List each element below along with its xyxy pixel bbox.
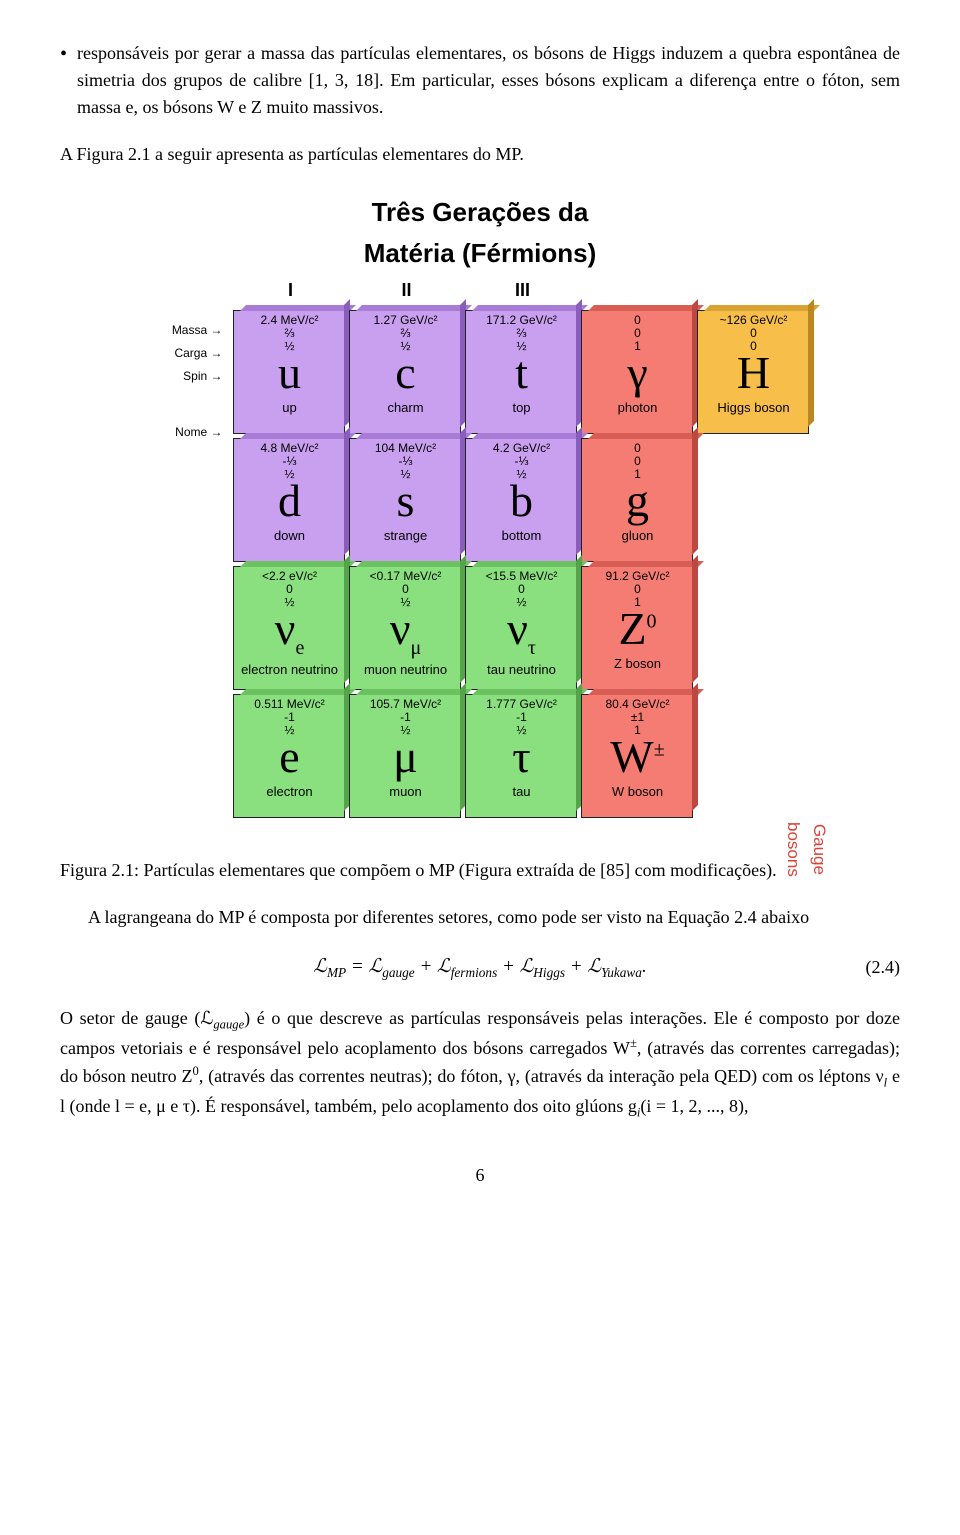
cell-symbol: μ [356,734,456,780]
figure-title-line1: Três Gerações da [60,193,900,232]
bullet-icon: • [60,40,67,121]
gauge-bosons-label: Gauge bosons [781,822,832,877]
cell-name: W boson [588,782,688,802]
cell-symbol: b [472,478,572,524]
equation-number: (2.4) [866,954,901,981]
cell-symbol: t [472,350,572,396]
cell-symbol: c [356,350,456,396]
gen-2: II [349,277,465,304]
particle-cell: 104 MeV/c²-⅓½sstrange [349,438,461,562]
particle-cell: 0.511 MeV/c²-1½eelectron [233,694,345,818]
particle-cell: 4.8 MeV/c²-⅓½ddown [233,438,345,562]
para4-f: (i = 1, 2, ..., 8), [640,1096,748,1116]
cell-symbol: ντ [472,606,572,658]
figure-caption: Figura 2.1: Partículas elementares que c… [60,857,900,884]
particle-grid: 2.4 MeV/c²⅔½uup1.27 GeV/c²⅔½ccharm171.2 … [233,310,813,822]
cell-symbol: s [356,478,456,524]
cell-symbol: e [240,734,340,780]
particle-cell: ~126 GeV/c²00HHiggs boson [697,310,809,434]
para4-a: O setor de gauge (ℒ [60,1008,213,1028]
cell-symbol: νe [240,606,340,658]
particle-cell: 001γphoton [581,310,693,434]
cell-name: top [472,398,572,418]
cell-name: Higgs boson [704,398,804,418]
particle-cell: 1.777 GeV/c²-1½τtau [465,694,577,818]
particle-cell: 105.7 MeV/c²-1½μmuon [349,694,461,818]
figure-title-line2: Matéria (Férmions) [60,234,900,273]
cell-symbol: Z0 [588,606,688,652]
figure-2-1: Três Gerações da Matéria (Férmions) I II… [60,193,900,822]
cell-name: Z boson [588,654,688,674]
cell-name: up [240,398,340,418]
particle-table: I II III Massa → Carga → Spin → Nome → Q… [148,277,813,822]
cell-name: electron [240,782,340,802]
particle-cell: 2.4 MeV/c²⅔½uup [233,310,345,434]
particle-cell: 91.2 GeV/c²01Z0Z boson [581,566,693,690]
label-spin: Spin → [143,367,223,385]
cell-name: gluon [588,526,688,546]
cell-name: photon [588,398,688,418]
page-number: 6 [60,1162,900,1189]
cell-name: down [240,526,340,546]
particle-cell: 1.27 GeV/c²⅔½ccharm [349,310,461,434]
particle-cell: 171.2 GeV/c²⅔½ttop [465,310,577,434]
cell-name: muon neutrino [356,660,456,680]
cell-symbol: γ [588,350,688,396]
cell-symbol: H [704,350,804,396]
particle-cell: <2.2 eV/c²0½νeelectron neutrino [233,566,345,690]
particle-cell: 80.4 GeV/c²±11W±W boson [581,694,693,818]
gen-3: III [465,277,581,304]
row-labels: Massa → Carga → Spin → Nome → [143,321,223,446]
cell-symbol: d [240,478,340,524]
bullet-paragraph: • responsáveis por gerar a massa das par… [60,40,900,121]
cell-name: muon [356,782,456,802]
cell-name: bottom [472,526,572,546]
label-charge: Carga → [143,344,223,362]
label-name: Nome → [143,423,223,441]
generation-header: I II III [233,277,813,304]
cell-name: strange [356,526,456,546]
cell-symbol: u [240,350,340,396]
cell-symbol: g [588,478,688,524]
cell-name: tau neutrino [472,660,572,680]
particle-cell: 001ggluon [581,438,693,562]
cell-symbol: νμ [356,606,456,658]
equation-2-4: ℒMP = ℒgauge + ℒfermions + ℒHiggs + ℒYuk… [60,953,900,983]
cell-symbol: τ [472,734,572,780]
para3: A lagrangeana do MP é composta por difer… [60,904,900,931]
cell-name: electron neutrino [240,660,340,680]
particle-cell: <0.17 MeV/c²0½νμmuon neutrino [349,566,461,690]
para4-d: , (através das correntes neutras); do fó… [199,1066,884,1086]
cell-name: charm [356,398,456,418]
cell-symbol: W± [588,734,688,780]
particle-cell: 4.2 GeV/c²-⅓½bbottom [465,438,577,562]
particle-cell: <15.5 MeV/c²0½ντtau neutrino [465,566,577,690]
para2: A Figura 2.1 a seguir apresenta as partí… [60,141,900,168]
para4: O setor de gauge (ℒgauge) é o que descre… [60,1005,900,1122]
label-mass: Massa → [143,321,223,339]
gen-1: I [233,277,349,304]
cell-name: tau [472,782,572,802]
para1-text: responsáveis por gerar a massa das partí… [77,40,900,121]
equation-text: ℒMP = ℒgauge + ℒfermions + ℒHiggs + ℒYuk… [313,953,646,983]
